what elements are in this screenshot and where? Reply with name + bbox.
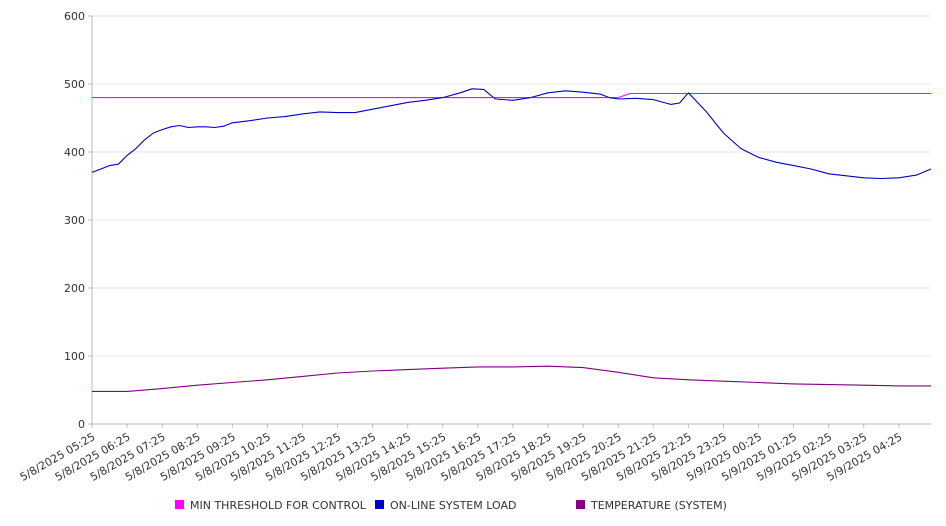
legend-swatch [175, 500, 184, 509]
legend: MIN THRESHOLD FOR CONTROL ON-LINE SYSTEM … [175, 499, 727, 512]
series-lines [91, 88, 932, 392]
legend-swatch [576, 500, 585, 509]
series-line-3 [92, 365, 931, 392]
y-tick-label: 400 [64, 146, 85, 159]
legend-swatch [375, 500, 384, 509]
y-axis-ticks: 0 100 200 300 400 500 600 [64, 10, 92, 431]
legend-label: ON-LINE SYSTEM LOAD [390, 499, 516, 512]
series-line-2 [91, 88, 932, 180]
grid-lines [92, 15, 931, 357]
y-tick-label: 500 [64, 78, 85, 91]
y-tick-label: 300 [64, 214, 85, 227]
y-tick-label: 100 [64, 350, 85, 363]
series-line-1 [92, 92, 931, 99]
x-axis-ticks: 5/8/2025 05:255/8/2025 06:255/8/2025 07:… [18, 424, 904, 484]
y-tick-label: 200 [64, 282, 85, 295]
y-tick-label: 0 [78, 418, 85, 431]
legend-label: TEMPERATURE (SYSTEM) [590, 499, 727, 512]
legend-label: MIN THRESHOLD FOR CONTROL [190, 499, 367, 512]
y-tick-label: 600 [64, 10, 85, 23]
